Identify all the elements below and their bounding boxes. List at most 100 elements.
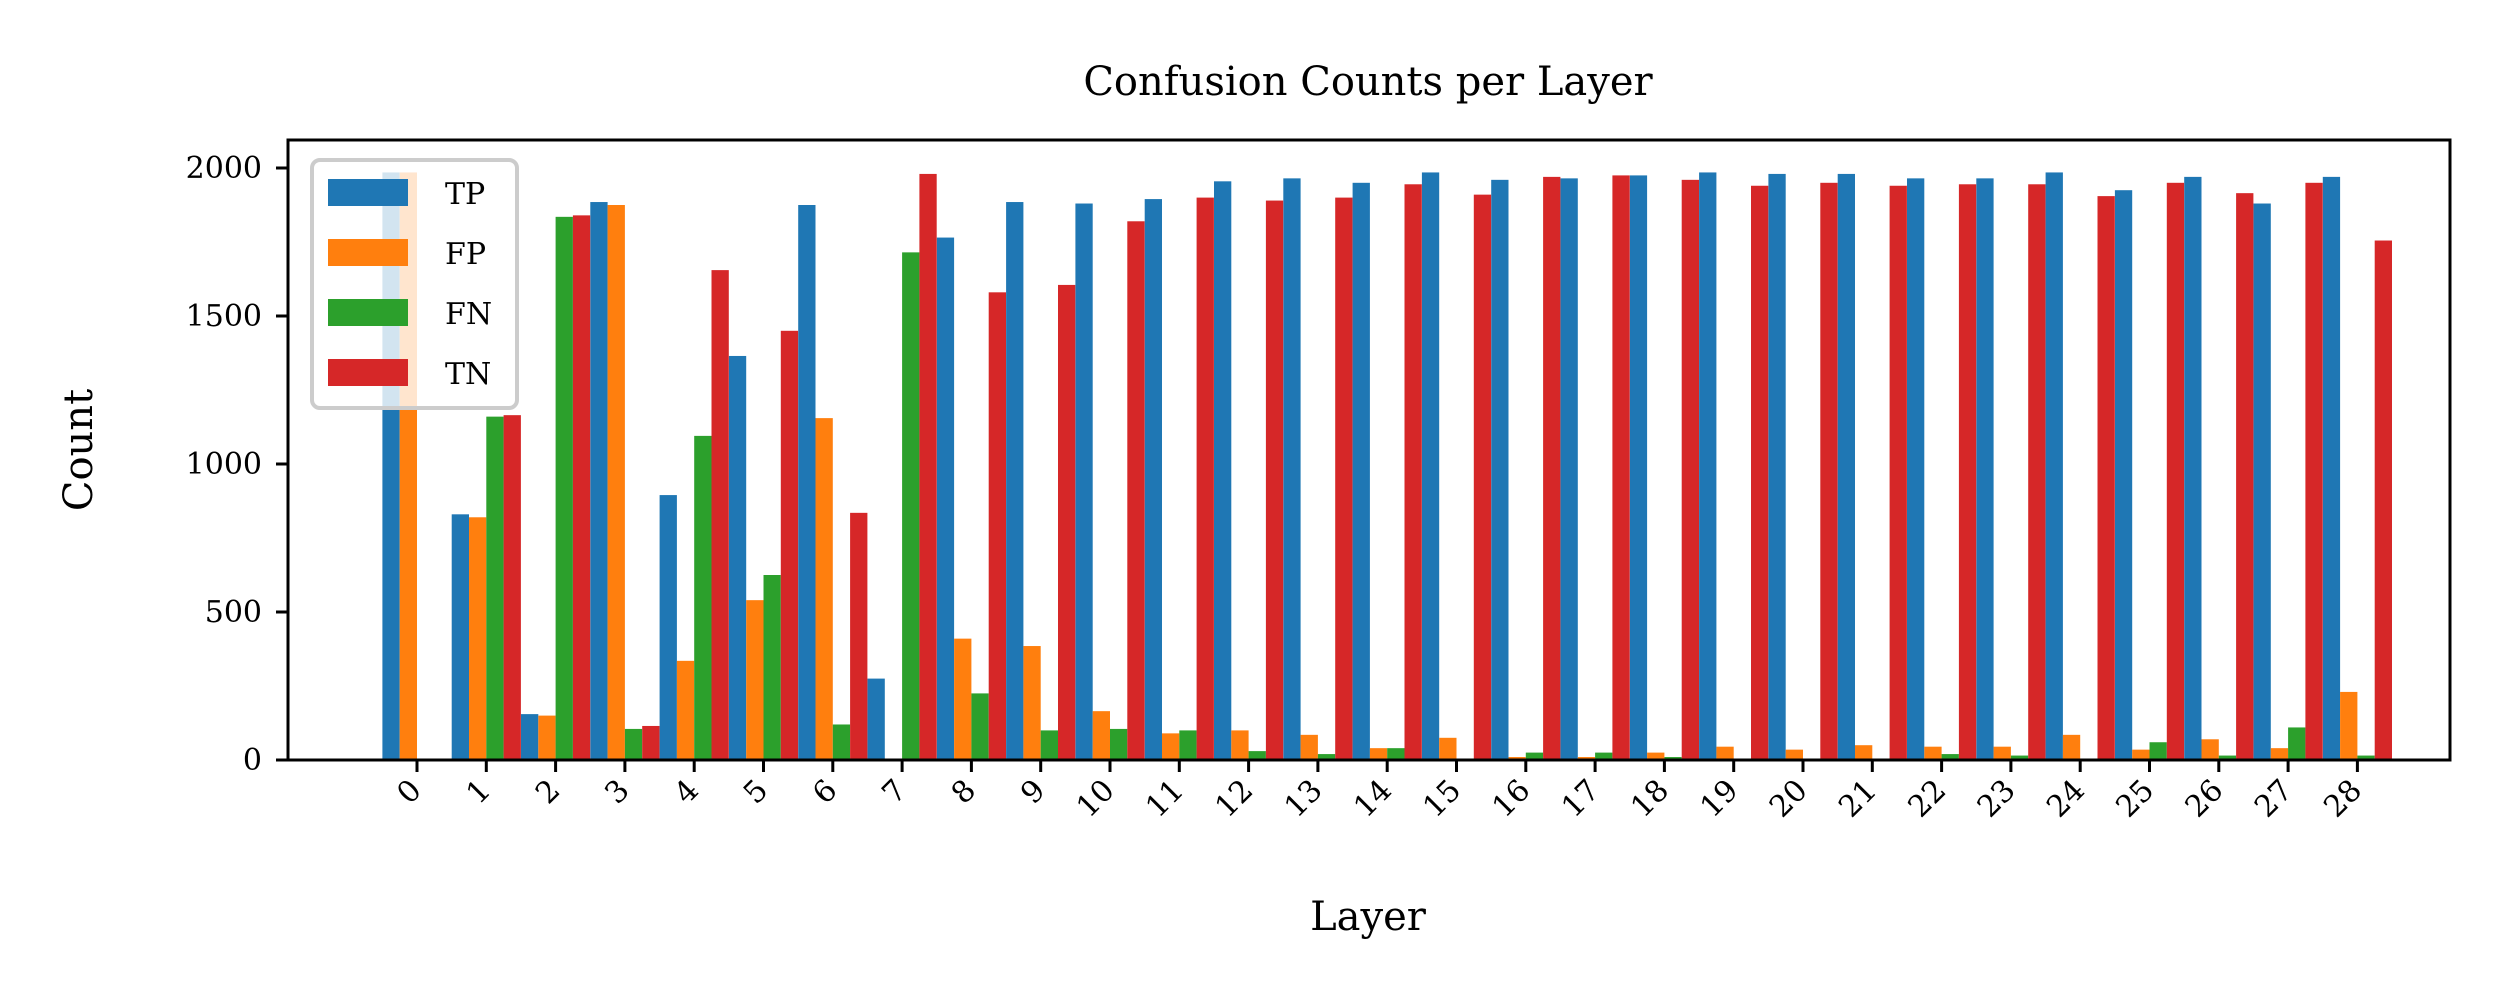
x-tick-label-8: 8 <box>945 773 983 811</box>
bar-tp-layer-7 <box>867 678 885 760</box>
x-tick-label-9: 9 <box>1014 773 1052 811</box>
bar-fp-layer-3 <box>607 205 625 760</box>
bar-tp-layer-1 <box>451 514 469 760</box>
x-tick-label-2: 2 <box>529 773 567 811</box>
bar-fp-layer-23 <box>1993 746 2011 760</box>
bar-fn-layer-6 <box>832 724 851 760</box>
bar-tn-layer-5 <box>780 330 799 760</box>
bar-tp-layer-24 <box>2045 172 2063 760</box>
x-tick-label-10: 10 <box>1070 773 1122 825</box>
bar-tp-layer-3 <box>590 202 608 761</box>
bar-fn-layer-4 <box>694 435 712 760</box>
legend-swatch-tn <box>328 359 408 386</box>
bar-tp-layer-11 <box>1144 199 1162 760</box>
bar-tn-layer-13 <box>1335 197 1353 761</box>
bar-tn-layer-2 <box>572 215 591 761</box>
bar-tn-layer-22 <box>1958 184 1977 760</box>
x-tick-label-5: 5 <box>737 773 775 811</box>
bar-tp-layer-14 <box>1352 182 1370 761</box>
bar-fn-layer-10 <box>1110 728 1128 760</box>
bar-tn-layer-21 <box>1889 185 1907 760</box>
bar-fp-layer-11 <box>1162 733 1180 760</box>
x-axis: 0 1 2 3 4 5 6 7 8 9 10 11 12 13 14 15 16 17 18 19 20 21 22 23 24… <box>390 760 2369 825</box>
x-tick-label-21: 21 <box>1832 773 1884 825</box>
bar-fn-layer-14 <box>1387 748 1405 760</box>
bar-tp-layer-2 <box>521 714 539 760</box>
bar-fp-layer-2 <box>538 715 556 760</box>
x-tick-label-19: 19 <box>1694 773 1746 825</box>
x-tick-label-23: 23 <box>1971 773 2023 825</box>
bar-fp-layer-10 <box>1092 711 1110 760</box>
bar-tp-layer-20 <box>1768 173 1786 761</box>
x-tick-label-16: 16 <box>1486 773 1538 825</box>
x-tick-label-22: 22 <box>1902 773 1954 825</box>
x-tick-label-4: 4 <box>668 773 706 811</box>
legend-swatch-fn <box>328 299 408 326</box>
x-tick-label-26: 26 <box>2179 773 2231 825</box>
x-tick-label-15: 15 <box>1416 773 1468 825</box>
bars-group <box>382 172 2392 761</box>
bar-tp-layer-26 <box>2184 176 2202 760</box>
bar-tn-layer-10 <box>1127 221 1145 760</box>
bar-tp-layer-25 <box>2114 190 2133 760</box>
x-tick-label-24: 24 <box>2040 773 2092 825</box>
bar-tn-layer-20 <box>1820 182 1838 761</box>
bar-fn-layer-28 <box>2357 755 2375 760</box>
x-tick-label-11: 11 <box>1139 773 1191 825</box>
bar-tn-layer-9 <box>1058 284 1076 760</box>
y-axis-label: Count <box>56 389 102 511</box>
bar-fn-layer-7 <box>902 252 920 761</box>
bar-tp-layer-27 <box>2253 203 2271 760</box>
x-tick-label-14: 14 <box>1347 773 1399 825</box>
bar-tp-layer-5 <box>728 355 747 760</box>
bar-fp-layer-12 <box>1231 730 1249 760</box>
y-tick-label-1500: 1500 <box>186 299 262 334</box>
bar-fn-layer-3 <box>624 728 643 760</box>
bar-fn-layer-8 <box>971 693 989 760</box>
bar-tn-layer-19 <box>1751 185 1769 760</box>
bar-fp-layer-24 <box>2062 734 2081 760</box>
bar-tp-layer-13 <box>1283 178 1301 761</box>
bar-tn-layer-18 <box>1681 179 1699 761</box>
bar-fp-layer-25 <box>2132 749 2150 760</box>
bar-fn-layer-11 <box>1179 730 1197 760</box>
bar-fp-layer-8 <box>954 638 972 760</box>
bar-tp-layer-17 <box>1560 178 1578 761</box>
bar-fp-layer-1 <box>469 517 487 760</box>
bar-tp-layer-21 <box>1837 173 1855 761</box>
bar-fp-layer-9 <box>1023 646 1041 760</box>
bar-fn-layer-13 <box>1317 754 1336 760</box>
bar-fp-layer-22 <box>1924 746 1942 760</box>
x-tick-label-27: 27 <box>2248 773 2300 825</box>
legend-swatch-fp <box>328 239 408 266</box>
bar-tp-layer-22 <box>1907 178 1925 761</box>
bar-fn-layer-1 <box>486 416 504 760</box>
plot-frame <box>286 138 2452 762</box>
bar-fn-layer-12 <box>1248 751 1266 760</box>
bar-tn-layer-26 <box>2236 193 2254 760</box>
bar-tn-layer-15 <box>1473 194 1492 760</box>
x-tick-label-20: 20 <box>1763 773 1815 825</box>
bar-fn-layer-17 <box>1595 752 1613 760</box>
bar-tn-layer-27 <box>2305 182 2323 761</box>
x-tick-label-13: 13 <box>1278 773 1330 825</box>
bar-tn-layer-7 <box>919 173 937 761</box>
series-tp <box>382 172 2341 761</box>
bar-tp-layer-28 <box>2322 176 2341 760</box>
y-tick-label-0: 0 <box>243 743 262 778</box>
x-tick-label-18: 18 <box>1624 773 1676 825</box>
bar-tp-layer-8 <box>936 237 955 760</box>
bar-fn-layer-23 <box>2010 755 2029 760</box>
legend: TP FP FN TN <box>310 158 519 410</box>
bar-tn-layer-12 <box>1265 200 1284 760</box>
series-fp <box>399 172 2358 760</box>
x-tick-label-25: 25 <box>2109 773 2161 825</box>
bar-tn-layer-25 <box>2166 182 2185 761</box>
bar-tp-layer-10 <box>1075 203 1093 760</box>
bar-tn-layer-23 <box>2028 184 2046 760</box>
bar-fp-layer-18 <box>1647 752 1665 760</box>
y-tick-label-1000: 1000 <box>186 447 262 482</box>
legend-box <box>310 158 519 410</box>
bar-fp-layer-21 <box>1855 745 1873 760</box>
chart-title: Confusion Counts per Layer <box>1083 59 1653 105</box>
